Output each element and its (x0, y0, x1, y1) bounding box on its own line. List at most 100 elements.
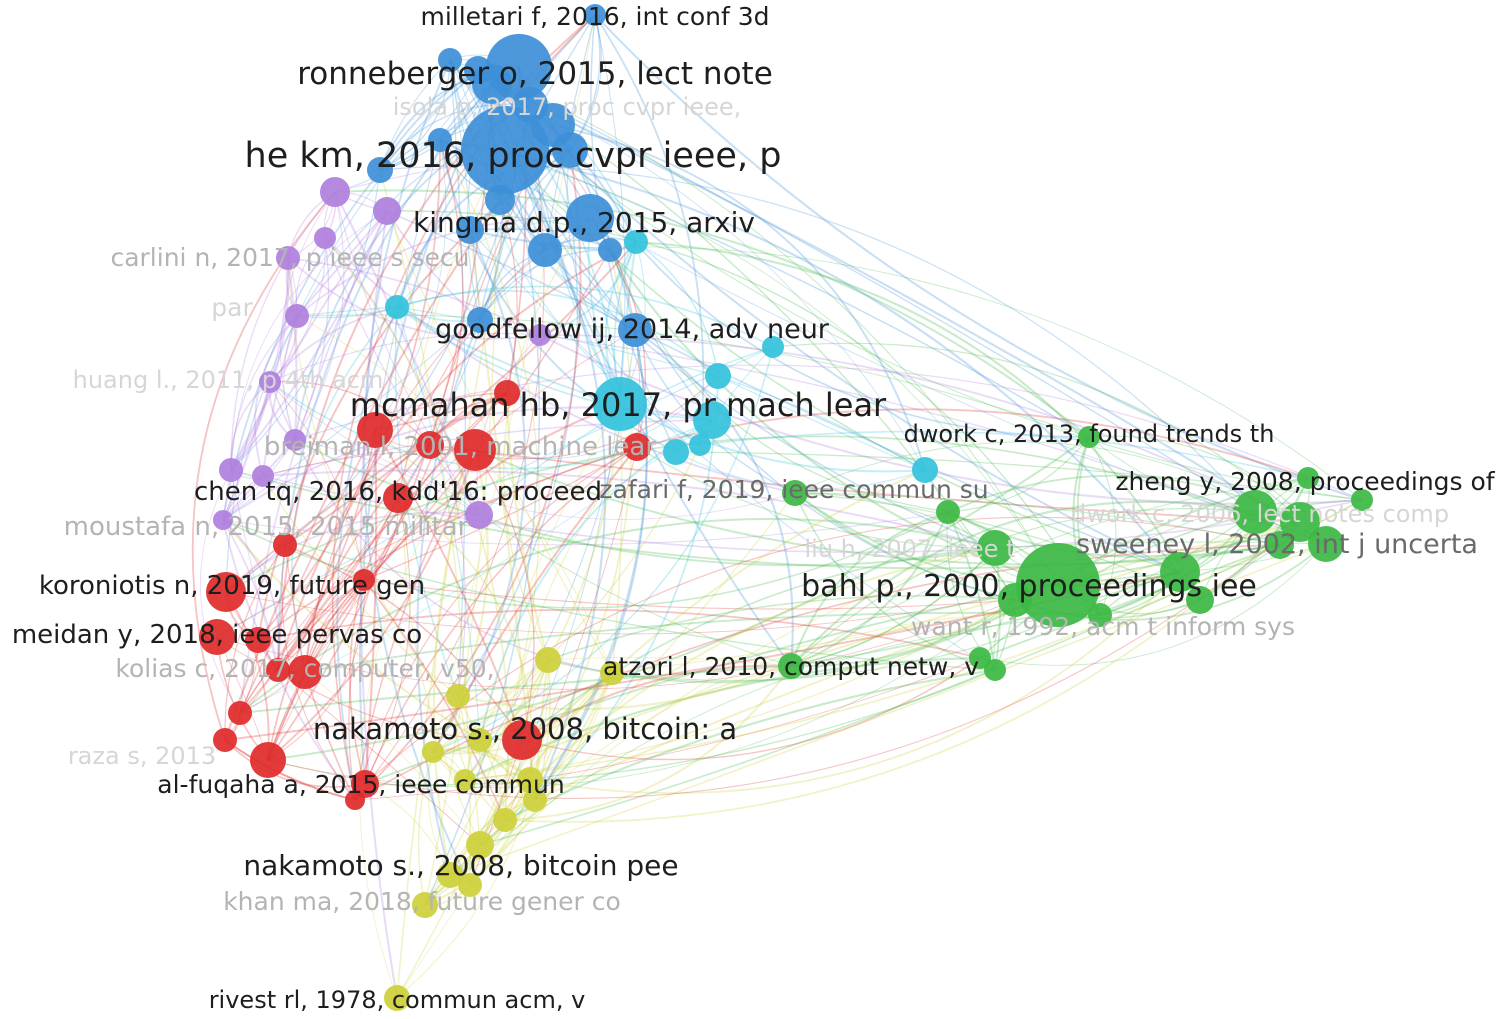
node-label[interactable]: koroniotis n, 2019, future gen (39, 571, 425, 601)
node-purple[interactable] (465, 501, 493, 529)
node-label[interactable]: zafari f, 2019, ieee commun su (599, 475, 988, 504)
node-label[interactable]: nakamoto s., 2008, bitcoin: a (313, 712, 737, 746)
node-cyan[interactable] (912, 457, 938, 483)
node-purple[interactable] (213, 510, 233, 530)
node-blue[interactable] (566, 194, 614, 242)
node-yellow[interactable] (466, 831, 494, 859)
node-green[interactable] (1186, 586, 1214, 614)
node-red[interactable] (353, 569, 375, 591)
node-green[interactable] (977, 530, 1013, 566)
node-label[interactable]: moustafa n, 2015, 2015 militar (64, 512, 469, 542)
node-blue[interactable] (528, 233, 562, 267)
node-blue[interactable] (467, 307, 493, 333)
node-cyan[interactable] (385, 295, 409, 319)
node-red[interactable] (245, 627, 271, 653)
node-label[interactable]: khan ma, 2018, future gener co (223, 887, 621, 916)
node-label[interactable]: zheng y, 2008, proceedings of (1115, 467, 1495, 496)
node-yellow[interactable] (468, 728, 492, 752)
node-blue[interactable] (438, 48, 462, 72)
node-purple[interactable] (320, 177, 350, 207)
node-blue[interactable] (618, 313, 652, 347)
node-label[interactable]: atzori l, 2010, comput netw, v (603, 652, 979, 681)
node-red[interactable] (623, 433, 651, 461)
node-purple[interactable] (529, 324, 551, 346)
node-label[interactable]: ronneberger o, 2015, lect note (297, 56, 773, 92)
node-label[interactable]: kolias c, 2017, computer, v50, (115, 654, 494, 683)
node-green[interactable] (1078, 426, 1100, 448)
node-label[interactable]: bahl p., 2000, proceedings iee (801, 569, 1257, 604)
node-red[interactable] (357, 412, 393, 448)
node-yellow[interactable] (384, 985, 410, 1011)
node-yellow[interactable] (446, 684, 470, 708)
node-yellow[interactable] (523, 788, 547, 812)
node-green[interactable] (1351, 489, 1373, 511)
node-blue[interactable] (485, 185, 515, 215)
node-yellow[interactable] (517, 767, 543, 793)
node-label[interactable]: nakamoto s., 2008, bitcoin pee (243, 849, 678, 882)
node-red[interactable] (383, 483, 413, 513)
node-label[interactable]: al-fuqaha a, 2015, ieee commun (157, 770, 564, 799)
node-red[interactable] (199, 619, 235, 655)
node-label[interactable]: breiman l, 2001, machine lear (264, 432, 656, 462)
node-red[interactable] (228, 701, 252, 725)
node-label[interactable]: par (211, 293, 253, 322)
node-cyan[interactable] (705, 363, 731, 389)
node-red[interactable] (266, 658, 290, 682)
node-label[interactable]: carlini n, 2017, p ieee s secu (110, 243, 469, 272)
node-red[interactable] (416, 431, 444, 459)
node-label[interactable]: he km, 2016, proc cvpr ieee, p (245, 136, 782, 176)
node-yellow[interactable] (454, 769, 476, 791)
node-red[interactable] (454, 429, 496, 471)
node-green[interactable] (782, 480, 808, 506)
node-purple[interactable] (285, 304, 309, 328)
node-yellow[interactable] (458, 873, 482, 897)
node-red[interactable] (288, 655, 322, 689)
node-blue[interactable] (552, 132, 588, 168)
node-cyan[interactable] (624, 230, 648, 254)
node-label[interactable]: mcmahan hb, 2017, pr mach lear (350, 386, 887, 424)
node-label[interactable]: kingma d.p., 2015, arxiv (413, 206, 755, 239)
node-red[interactable] (273, 533, 297, 557)
node-green[interactable] (998, 583, 1032, 617)
node-yellow[interactable] (412, 892, 438, 918)
node-green[interactable] (936, 500, 960, 524)
node-label[interactable]: want r, 1992, acm t inform sys (911, 612, 1295, 641)
node-green[interactable] (1266, 531, 1294, 559)
node-blue[interactable] (461, 106, 549, 194)
node-red[interactable] (250, 742, 286, 778)
node-purple[interactable] (373, 197, 401, 225)
node-yellow[interactable] (493, 808, 517, 832)
node-red[interactable] (206, 572, 246, 612)
node-purple[interactable] (284, 429, 306, 451)
node-label[interactable]: rivest rl, 1978, commun acm, v (209, 986, 586, 1014)
node-purple[interactable] (252, 465, 274, 487)
node-label[interactable]: raza s, 2013 (68, 742, 216, 770)
node-label[interactable]: dwork c, 2006, lect notes comp (1071, 500, 1449, 528)
node-blue[interactable] (598, 238, 622, 262)
node-green[interactable] (984, 659, 1006, 681)
node-green[interactable] (1280, 502, 1320, 542)
node-label[interactable]: chen tq, 2016, kdd'16: proceed (194, 477, 602, 507)
node-green[interactable] (1297, 467, 1319, 489)
node-green[interactable] (969, 647, 991, 669)
node-purple[interactable] (219, 458, 243, 482)
node-green[interactable] (1160, 552, 1200, 592)
node-yellow[interactable] (600, 661, 624, 685)
node-red[interactable] (494, 380, 520, 406)
node-green[interactable] (1016, 543, 1100, 627)
node-green[interactable] (1308, 526, 1344, 562)
node-blue[interactable] (456, 216, 484, 244)
node-purple[interactable] (259, 371, 281, 393)
node-cyan[interactable] (663, 439, 689, 465)
node-label[interactable]: huang l., 2011, p 4th acm (73, 366, 384, 394)
node-label[interactable]: isola p, 2017, proc cvpr ieee, (393, 93, 742, 121)
node-blue[interactable] (367, 157, 393, 183)
node-label[interactable]: goodfellow ij, 2014, adv neur (435, 314, 830, 345)
node-cyan[interactable] (689, 434, 711, 456)
node-green[interactable] (1233, 490, 1277, 534)
node-label[interactable]: liu h, 2007, ieee t (805, 535, 1016, 563)
node-blue[interactable] (464, 56, 492, 84)
node-cyan[interactable] (762, 336, 784, 358)
node-yellow[interactable] (437, 862, 463, 888)
node-red[interactable] (502, 720, 542, 760)
